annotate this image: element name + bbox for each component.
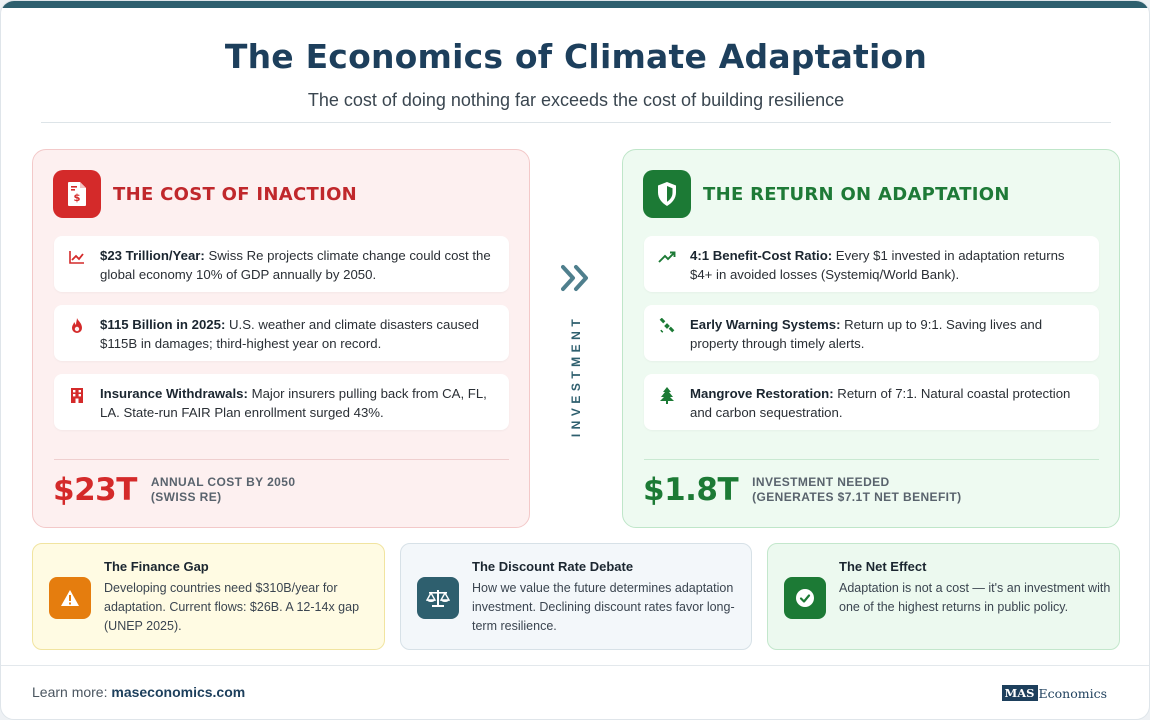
list-item-heading: Early Warning Systems: [690, 317, 841, 332]
building-icon [68, 386, 86, 404]
discount-rate-text: How we value the future determines adapt… [472, 581, 735, 633]
return-stat-label-line2: (generates $7.1T net benefit) [752, 490, 962, 504]
return-stat-value: $1.8T [643, 472, 739, 508]
net-effect-box: The Net Effect Adaptation is not a cost … [767, 543, 1120, 650]
list-item-heading: Insurance Withdrawals: [100, 386, 248, 401]
invoice-dollar-icon: $ [53, 170, 101, 218]
footer-prefix: Learn more: [32, 684, 112, 700]
finance-gap-text: Developing countries need $310B/year for… [104, 581, 360, 633]
finance-gap-box: The Finance Gap Developing countries nee… [32, 543, 385, 650]
cost-of-inaction-panel: $ THE COST OF INACTION $23 Trillion/Year… [32, 149, 530, 528]
brand-text: Economics [1038, 685, 1108, 701]
cost-stat: $23T Annual cost by 2050 (Swiss Re) [53, 472, 295, 508]
net-effect-title: The Net Effect [839, 559, 927, 574]
list-item: 4:1 Benefit-Cost Ratio: Every $1 investe… [644, 236, 1099, 292]
list-item: $115 Billion in 2025: U.S. weather and c… [54, 305, 509, 361]
return-panel-title: THE RETURN ON ADAPTATION [703, 183, 1010, 205]
cost-list: $23 Trillion/Year: Swiss Re projects cli… [54, 236, 509, 443]
list-item-text: Swiss Re projects climate change could c… [100, 248, 491, 282]
header: The Economics of Climate Adaptation The … [1, 37, 1149, 111]
cost-stat-label-line1: Annual cost by 2050 [150, 475, 296, 489]
return-stat-label: Investment needed (generates $7.1T net b… [752, 475, 961, 505]
cost-stat-label-line2: (Swiss Re) [150, 490, 222, 504]
list-item-heading: Mangrove Restoration: [690, 386, 834, 401]
list-item: Insurance Withdrawals: Major insurers pu… [54, 374, 509, 430]
return-stat: $1.8T Investment needed (generates $7.1T… [643, 472, 962, 508]
return-panel-divider [644, 459, 1099, 460]
cost-panel-divider [54, 459, 509, 460]
investment-connector: INVESTMENT [551, 256, 601, 438]
net-effect-text: Adaptation is not a cost — it's an inves… [839, 581, 1111, 614]
list-item: Mangrove Restoration: Return of 7:1. Nat… [644, 374, 1099, 430]
chart-line-icon [68, 248, 86, 266]
scale-icon [417, 577, 459, 619]
warning-icon [49, 577, 91, 619]
return-stat-label-line1: Investment needed [752, 475, 890, 489]
brand-mark: MAS [1001, 685, 1038, 701]
investment-label: INVESTMENT [569, 314, 583, 438]
discount-rate-box: The Discount Rate Debate How we value th… [400, 543, 752, 650]
double-chevron-right-icon [561, 264, 591, 297]
trend-up-icon [658, 248, 676, 266]
footer-divider [1, 665, 1149, 666]
list-item: $23 Trillion/Year: Swiss Re projects cli… [54, 236, 509, 292]
page-subtitle: The cost of doing nothing far exceeds th… [307, 90, 845, 110]
list-item-heading: $115 Billion in 2025: [100, 317, 226, 332]
header-divider [41, 122, 1111, 123]
cost-panel-title: THE COST OF INACTION [113, 183, 358, 205]
list-item-text: U.S. weather and climate disasters cause… [100, 317, 479, 351]
list-item-text: Return up to 9:1. Saving lives and prope… [690, 317, 1043, 351]
list-item: Early Warning Systems: Return up to 9:1.… [644, 305, 1099, 361]
cost-panel-header: $ THE COST OF INACTION [53, 170, 357, 218]
finance-gap-title: The Finance Gap [104, 559, 209, 574]
cost-stat-label: Annual cost by 2050 (Swiss Re) [151, 475, 296, 505]
discount-rate-title: The Discount Rate Debate [472, 559, 634, 574]
footer: Learn more: maseconomics.com [32, 684, 245, 700]
cost-stat-value: $23T [53, 472, 137, 508]
list-item-heading: $23 Trillion/Year: [100, 248, 205, 263]
shield-icon [643, 170, 691, 218]
page-title: The Economics of Climate Adaptation [224, 37, 928, 76]
satellite-icon [658, 317, 676, 335]
top-accent-bar [1, 1, 1149, 8]
footer-link[interactable]: maseconomics.com [111, 684, 246, 700]
list-item-heading: 4:1 Benefit-Cost Ratio: [690, 248, 833, 263]
tree-icon [658, 386, 676, 404]
svg-text:$: $ [74, 193, 81, 204]
return-panel-header: THE RETURN ON ADAPTATION [643, 170, 1010, 218]
return-list: 4:1 Benefit-Cost Ratio: Every $1 investe… [644, 236, 1099, 443]
list-item-text: Major insurers pulling back from CA, FL,… [100, 386, 487, 420]
list-item-text: Every $1 invested in adaptation returns … [690, 248, 1065, 282]
list-item-text: Return of 7:1. Natural coastal protectio… [690, 386, 1071, 420]
fire-icon [68, 317, 86, 335]
check-circle-icon [784, 577, 826, 619]
return-on-adaptation-panel: THE RETURN ON ADAPTATION 4:1 Benefit-Cos… [622, 149, 1120, 528]
brand-logo: MAS Economics [1001, 685, 1108, 701]
